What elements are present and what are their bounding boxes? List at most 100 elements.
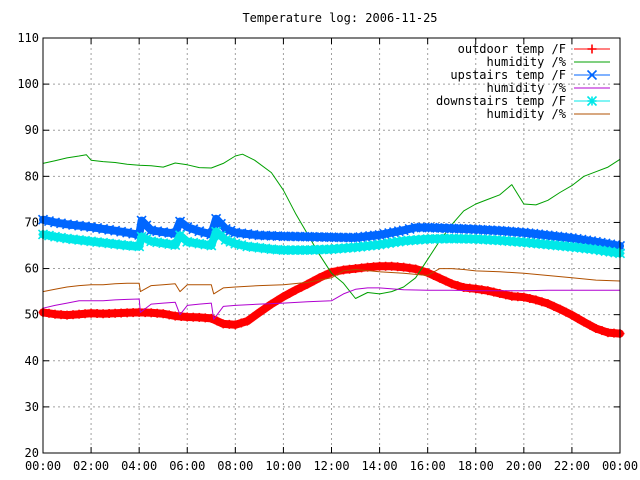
x-tick-label: 06:00 (169, 459, 205, 473)
data-point (549, 301, 559, 311)
data-point (134, 241, 145, 252)
chart-title: Temperature log: 2006-11-25 (242, 11, 437, 25)
data-point (471, 284, 481, 294)
data-point (561, 307, 571, 317)
data-point (230, 320, 240, 330)
y-tick-label: 30 (25, 400, 39, 414)
legend-label: upstairs temp /F (450, 68, 566, 82)
series-2 (42, 153, 621, 299)
y-tick-label: 100 (17, 77, 39, 91)
data-point (591, 324, 601, 333)
data-point (504, 236, 515, 247)
data-series (37, 153, 626, 339)
data-point (174, 216, 186, 227)
data-point (194, 226, 205, 237)
y-tick-label: 110 (17, 31, 39, 45)
data-point (477, 285, 487, 295)
x-tick-label: 22:00 (554, 459, 590, 473)
x-tick-label: 08:00 (217, 459, 253, 473)
data-point (287, 245, 299, 256)
x-axis-tick-labels: 00:00 02:00 04:00 06:00 08:00 10:00 12:00 14:00… (25, 459, 638, 473)
data-point (200, 227, 211, 238)
data-point (555, 304, 565, 314)
data-point (435, 273, 445, 283)
data-point (206, 240, 217, 251)
data-point (44, 308, 54, 318)
legend-marker (586, 95, 598, 107)
data-point (519, 292, 529, 302)
data-point (43, 230, 55, 241)
data-point (182, 221, 193, 233)
grid-lines (43, 38, 620, 453)
data-point (489, 287, 499, 297)
data-point (212, 316, 222, 326)
data-point (489, 235, 501, 246)
plot-frame (42, 37, 621, 454)
y-tick-label: 90 (25, 123, 39, 137)
data-point (43, 215, 55, 227)
legend-label: humidity /% (487, 55, 567, 69)
legend-entry: upstairs temp /F (450, 68, 610, 82)
data-point (236, 318, 246, 328)
x-tick-label: 02:00 (73, 459, 109, 473)
data-point (302, 279, 312, 289)
data-point (290, 285, 300, 295)
data-point (254, 307, 264, 317)
y-tick-label: 20 (25, 446, 39, 460)
data-point (278, 292, 288, 302)
series-6 (42, 268, 621, 295)
x-tick-label: 20:00 (506, 459, 542, 473)
data-point (260, 303, 270, 313)
y-axis-tick-labels: 20 30 40 50 60 70 80 90 100 110 (17, 31, 39, 460)
x-tick-label: 14:00 (362, 459, 398, 473)
data-point (170, 239, 181, 251)
data-point (292, 245, 303, 256)
data-point (136, 231, 147, 242)
data-point (158, 309, 168, 319)
data-point (453, 281, 463, 291)
legend-label: downstairs temp /F (436, 94, 566, 108)
data-point (525, 294, 535, 304)
x-tick-label: 00:00 (25, 459, 61, 473)
legend-entry: humidity /% (487, 107, 610, 121)
legend-marker (587, 44, 597, 54)
data-point (585, 320, 595, 330)
legend-entry: outdoor temp /F (458, 42, 610, 56)
legend-entry: humidity /% (487, 81, 610, 95)
data-point (411, 264, 421, 274)
legend-entry: humidity /% (487, 55, 610, 69)
data-point (128, 228, 139, 239)
x-tick-label: 10:00 (265, 459, 301, 473)
data-point (122, 227, 133, 238)
legend-label: outdoor temp /F (458, 42, 566, 56)
data-point (236, 239, 247, 251)
data-point (164, 310, 174, 320)
data-point (404, 223, 415, 234)
y-tick-label: 70 (25, 215, 39, 229)
data-point (327, 267, 336, 277)
x-tick-label: 00:00 (602, 459, 638, 473)
data-point (567, 310, 577, 320)
data-point (537, 297, 547, 307)
data-point (573, 314, 583, 324)
data-point (188, 224, 199, 235)
data-point (230, 238, 241, 249)
legend-label: humidity /% (487, 107, 567, 121)
legend-entry: downstairs temp /F (436, 94, 610, 108)
data-point (597, 326, 607, 336)
data-point (543, 299, 553, 309)
axis-ticks (42, 37, 621, 454)
x-tick-label: 04:00 (121, 459, 157, 473)
data-point (579, 317, 589, 327)
data-point (399, 262, 409, 272)
x-tick-label: 16:00 (410, 459, 446, 473)
y-tick-label: 40 (25, 354, 39, 368)
x-tick-label: 12:00 (313, 459, 349, 473)
data-point (314, 273, 324, 283)
data-point (248, 312, 258, 322)
data-point (501, 290, 511, 300)
data-point (242, 316, 252, 326)
series-line (42, 287, 621, 320)
